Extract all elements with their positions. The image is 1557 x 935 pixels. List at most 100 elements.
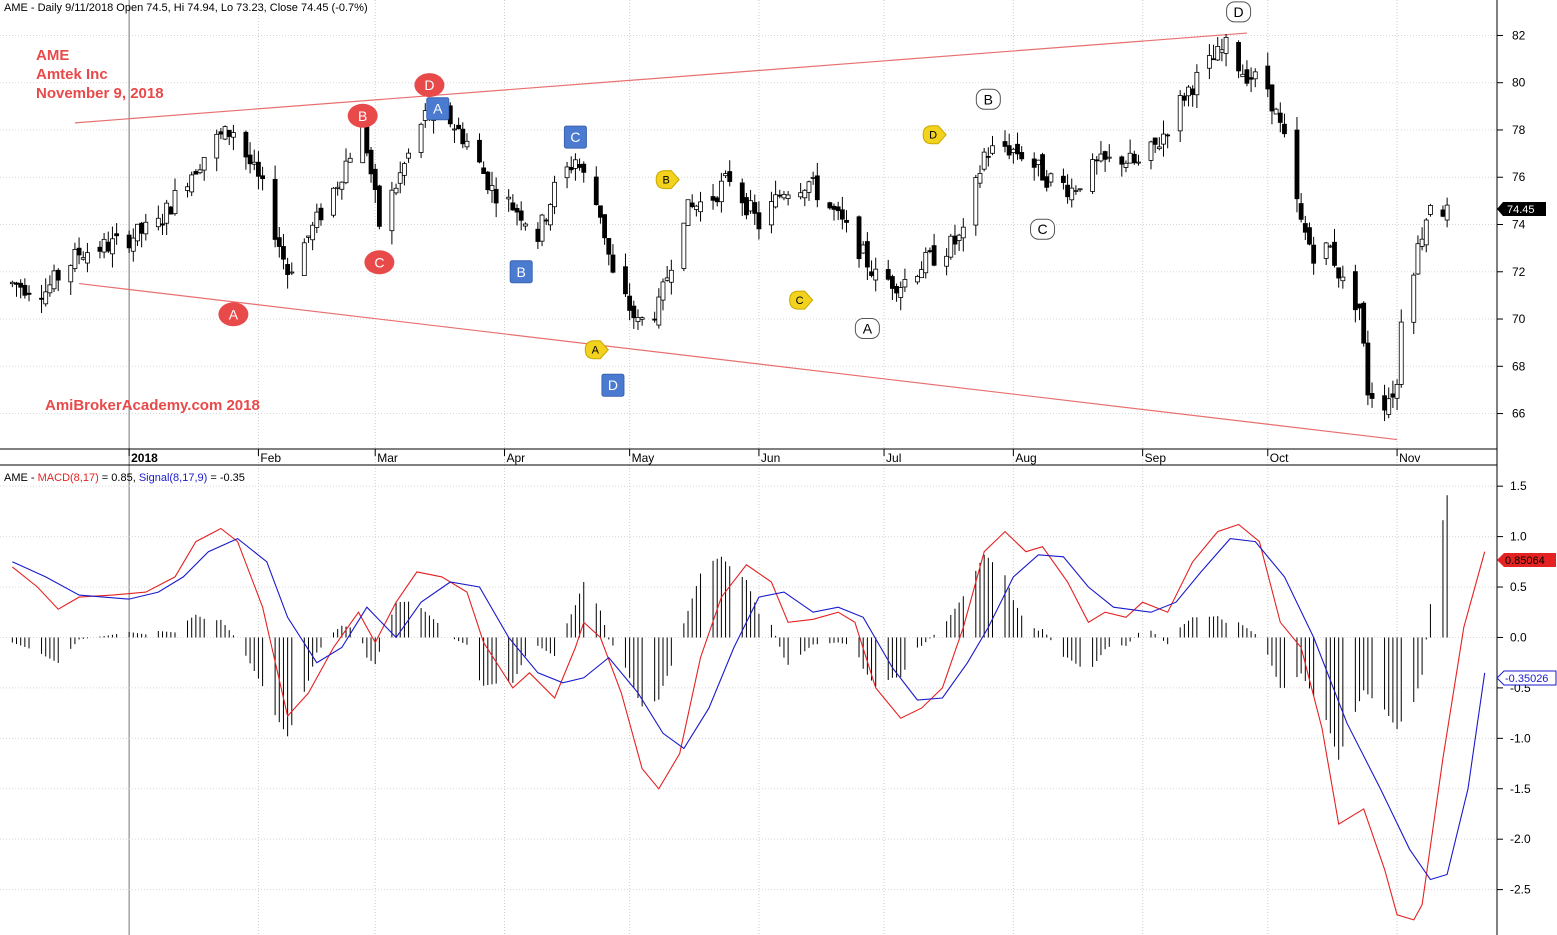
macd-tick-label: 0.0 — [1510, 630, 1527, 644]
candle-body — [756, 212, 762, 230]
candle-body — [1327, 245, 1333, 248]
candle-body — [931, 245, 937, 266]
candle-body — [9, 281, 15, 285]
candle-body — [744, 197, 749, 216]
candle-body — [960, 226, 966, 239]
candle-body — [1069, 187, 1075, 201]
candle-body — [898, 287, 904, 298]
wave-marker — [426, 97, 450, 121]
wave-label-white-box: B — [975, 88, 1001, 110]
wave-label-red-circle: B — [347, 103, 378, 128]
candle-body — [285, 264, 291, 275]
candle-body — [802, 189, 808, 199]
candle-body — [256, 161, 261, 177]
candle-body — [769, 201, 774, 226]
candle-body — [247, 154, 253, 165]
candle-body — [1307, 227, 1312, 245]
candle-body — [335, 186, 341, 189]
trendline — [79, 282, 1398, 441]
wave-label-yellow-tag: A — [584, 340, 609, 360]
date-tick-label: Apr — [507, 451, 526, 465]
candle-body — [894, 286, 899, 294]
candle-body — [1411, 274, 1417, 323]
date-tick-label: 2018 — [131, 451, 158, 465]
candle-body — [806, 181, 812, 193]
candle-body — [1244, 69, 1250, 84]
candle-body — [485, 171, 491, 191]
wave-letter: B — [662, 175, 669, 187]
price-header: AME - Daily 9/11/2018 Open 74.5, Hi 74.9… — [4, 2, 368, 14]
candle-body — [518, 210, 524, 221]
price-tick-label: 68 — [1512, 359, 1526, 373]
price-tick-label: 72 — [1512, 265, 1526, 279]
title-company: Amtek Inc — [36, 66, 108, 83]
candle-body — [623, 266, 628, 295]
title-symbol: AME — [36, 47, 69, 64]
candle-body — [856, 216, 862, 260]
candle-body — [343, 160, 349, 184]
candlestick-series[interactable] — [9, 34, 1450, 422]
macd-header-signal-label: Signal(8,17,9) — [139, 472, 208, 484]
price-tick-label: 70 — [1512, 312, 1526, 326]
wave-label-white-box: A — [854, 317, 880, 339]
macd-tick-label: -2.0 — [1510, 832, 1531, 846]
wave-marker — [218, 302, 249, 327]
wave-label-blue-box: C — [563, 125, 587, 149]
candle-body — [222, 126, 228, 140]
price-axis: 66 68 70 72 74 76 78 80 82 — [1497, 28, 1526, 421]
candle-body — [698, 201, 703, 213]
candle-body — [1136, 161, 1141, 164]
wave-marker — [655, 170, 680, 190]
candle-body — [785, 194, 791, 199]
candle-body — [593, 176, 599, 206]
candle-body — [214, 133, 220, 159]
candle-body — [1044, 176, 1050, 188]
candle-body — [718, 180, 724, 203]
candle-body — [1002, 141, 1008, 147]
macd-lines — [11, 523, 1486, 921]
candle-body — [919, 269, 924, 279]
candle-body — [397, 172, 403, 184]
candle-body — [14, 282, 19, 285]
candle-body — [47, 284, 53, 294]
candle-body — [160, 223, 165, 226]
candle-body — [873, 268, 879, 281]
candle-body — [135, 223, 140, 242]
wave-letter: A — [229, 306, 239, 322]
wave-letter: B — [984, 91, 993, 107]
candle-body — [281, 246, 286, 260]
candle-body — [1094, 159, 1100, 162]
candle-body — [481, 167, 487, 174]
wave-letter: D — [424, 77, 434, 93]
price-tick-label: 76 — [1512, 170, 1526, 184]
candle-body — [306, 235, 311, 238]
candle-body — [139, 222, 145, 234]
macd-header-signal-value: = -0.35 — [207, 472, 245, 484]
candle-body — [714, 197, 720, 203]
date-tick-label: Sep — [1145, 451, 1167, 465]
candle-body — [977, 173, 983, 184]
candle-body — [506, 196, 512, 200]
candle-body — [773, 194, 779, 208]
wave-letter: D — [608, 377, 618, 393]
price-tick-label: 78 — [1512, 123, 1526, 137]
candle-body — [602, 214, 608, 239]
price-tick-label: 66 — [1512, 407, 1526, 421]
candle-body — [201, 157, 207, 171]
candle-body — [944, 255, 950, 267]
candle-body — [1077, 188, 1083, 191]
candle-body — [1240, 73, 1246, 78]
candle-body — [656, 296, 662, 326]
candle-body — [51, 270, 57, 290]
candle-body — [752, 202, 758, 214]
candle-body — [1119, 156, 1125, 165]
candle-body — [835, 206, 841, 212]
candle-body — [739, 182, 745, 204]
candle-body — [185, 186, 190, 191]
wave-label-blue-box: D — [601, 373, 625, 397]
candle-body — [606, 238, 612, 255]
candle-body — [155, 217, 161, 228]
candle-body — [301, 242, 307, 276]
candle-body — [1090, 159, 1095, 192]
